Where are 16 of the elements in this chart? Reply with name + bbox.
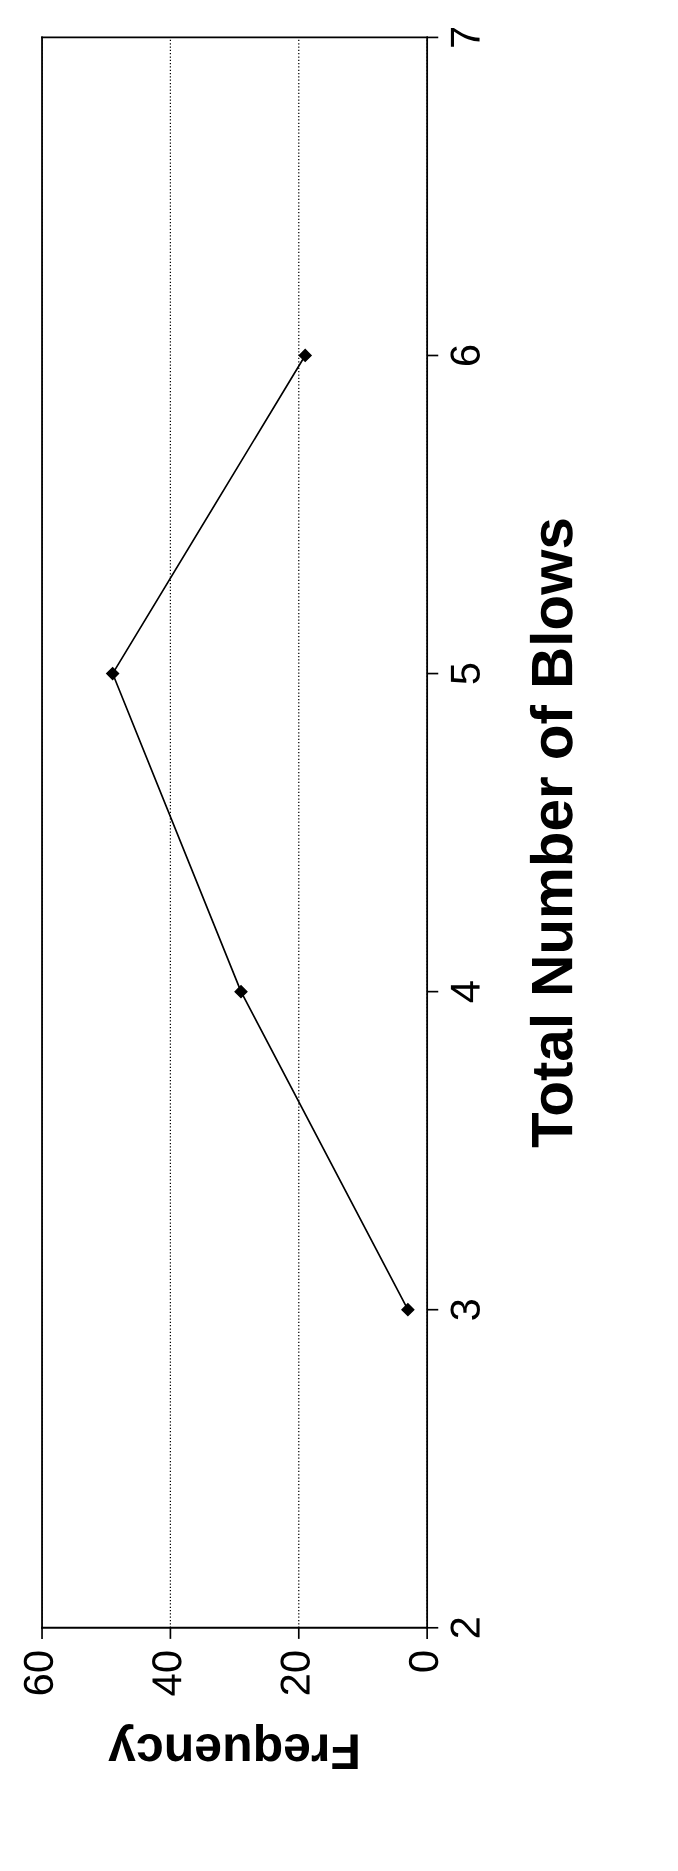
point — [401, 1303, 415, 1317]
y-tick-label: 4 — [450, 981, 480, 1003]
x-tick-label: 20 — [280, 1651, 310, 1695]
x-axis-title: Frequency — [108, 1724, 358, 1769]
y-tick-label: 3 — [450, 1299, 480, 1320]
y-tick-label: 5 — [450, 663, 480, 684]
x-tick-label: 60 — [23, 1651, 54, 1695]
x-tick-label: 0 — [408, 1651, 439, 1672]
point — [106, 666, 120, 681]
point — [234, 985, 248, 999]
y-tick-label: 2 — [450, 1618, 480, 1638]
y-axis-title: Total Number of Blows — [529, 519, 573, 1148]
point — [298, 348, 312, 363]
x-tick-label: 40 — [152, 1651, 182, 1696]
y-tick-label: 7 — [450, 27, 480, 47]
y-tick-label: 6 — [450, 345, 480, 365]
